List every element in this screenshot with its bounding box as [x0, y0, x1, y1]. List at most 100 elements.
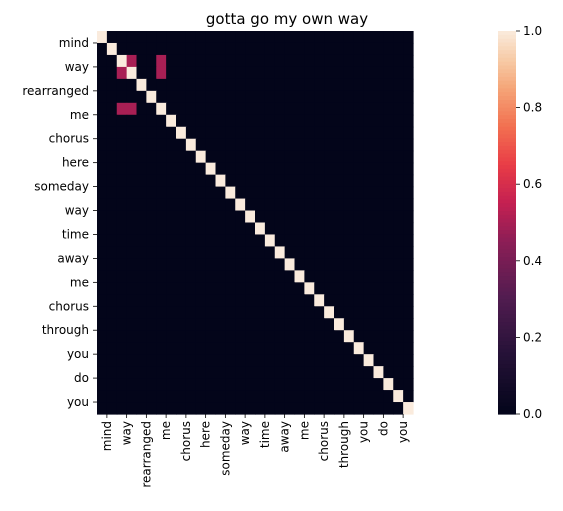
heatmap-cell: [324, 294, 335, 307]
heatmap-cell: [264, 102, 276, 116]
heatmap-cell: [185, 90, 197, 104]
heatmap-cell: [324, 198, 335, 212]
heatmap-cell: [334, 282, 345, 295]
heatmap-cell: [195, 150, 207, 164]
heatmap-cell: [97, 270, 108, 283]
heatmap-cell: [225, 114, 236, 128]
colorbar-segment: [498, 184, 516, 189]
heatmap-cell: [176, 126, 187, 140]
heatmap-cell: [166, 318, 177, 331]
heatmap-cell: [255, 258, 266, 271]
heatmap-cell: [314, 282, 325, 295]
heatmap-cell: [373, 102, 384, 116]
heatmap-cell: [383, 294, 394, 307]
heatmap-cell: [373, 174, 384, 188]
heatmap-cell: [215, 138, 226, 152]
heatmap-cell: [116, 258, 128, 271]
heatmap-cell: [225, 222, 236, 236]
heatmap-cell: [136, 390, 147, 403]
heatmap-cell: [383, 306, 394, 319]
y-tick-label: through: [42, 323, 89, 337]
heatmap-cell: [225, 138, 236, 152]
heatmap-cell: [106, 102, 118, 116]
heatmap-cell: [373, 186, 384, 200]
heatmap-cell: [195, 378, 207, 391]
heatmap-cell: [225, 378, 236, 391]
heatmap-cell: [205, 318, 217, 331]
y-tick-label: you: [67, 395, 89, 409]
heatmap-cell: [136, 138, 147, 152]
heatmap-cell: [205, 402, 217, 415]
heatmap-cell: [324, 102, 335, 116]
heatmap-cell: [166, 378, 177, 391]
colorbar-segment: [498, 111, 516, 116]
heatmap-cell: [294, 246, 305, 260]
heatmap-cell: [304, 90, 315, 104]
heatmap-cell: [314, 330, 325, 343]
heatmap-cell: [205, 42, 217, 56]
x-tick-label: away: [278, 421, 292, 453]
heatmap-cell: [195, 294, 207, 307]
heatmap-cell: [294, 174, 305, 188]
heatmap-cell: [403, 306, 414, 319]
heatmap-cell: [205, 138, 217, 152]
heatmap-cell: [116, 354, 128, 367]
heatmap-cell: [136, 126, 147, 140]
heatmap-cell: [225, 318, 236, 331]
heatmap-cell: [314, 342, 325, 355]
heatmap-cell: [245, 258, 256, 271]
heatmap-cell: [235, 366, 246, 379]
heatmap-cell: [284, 78, 296, 92]
heatmap-cell: [176, 198, 187, 212]
heatmap-cell: [136, 66, 147, 80]
colorbar-segment: [498, 195, 516, 201]
heatmap-cell: [245, 330, 256, 343]
heatmap-cell: [156, 222, 167, 236]
heatmap-cell: [304, 222, 315, 236]
heatmap-cell: [195, 366, 207, 379]
heatmap-cell: [225, 366, 236, 379]
heatmap-cell: [225, 294, 236, 307]
heatmap-cell: [166, 234, 177, 248]
heatmap-cell: [245, 390, 256, 403]
heatmap-cell: [274, 318, 286, 331]
heatmap-cell: [294, 258, 305, 271]
heatmap-cell: [343, 114, 355, 128]
heatmap-cell: [176, 234, 187, 248]
heatmap-cell: [393, 174, 404, 188]
heatmap-cell: [284, 270, 296, 283]
heatmap-cell: [373, 234, 384, 248]
heatmap-cell: [373, 78, 384, 92]
heatmap-cell: [235, 354, 246, 367]
heatmap-cell: [324, 90, 335, 104]
heatmap-cell: [235, 234, 246, 248]
heatmap-cell: [383, 330, 394, 343]
heatmap-cell: [304, 102, 315, 116]
heatmap-cell: [353, 294, 365, 307]
heatmap-cell: [205, 258, 217, 271]
heatmap-cell: [156, 282, 167, 295]
x-tick-label: time: [258, 421, 272, 448]
heatmap-cell: [314, 42, 325, 56]
heatmap-cell: [245, 78, 256, 92]
heatmap-cell: [353, 282, 365, 295]
heatmap-cell: [363, 90, 375, 104]
heatmap-cell: [284, 246, 296, 260]
heatmap-cell: [205, 174, 217, 188]
heatmap-cell: [235, 186, 246, 200]
heatmap-cell: [274, 42, 286, 56]
heatmap-cell: [373, 246, 384, 260]
colorbar-segment: [498, 165, 516, 170]
x-tick-label: someday: [218, 421, 232, 476]
heatmap-cell: [264, 222, 276, 236]
heatmap-cell: [126, 294, 138, 307]
heatmap-cell: [353, 402, 365, 415]
heatmap-cell: [274, 282, 286, 295]
heatmap-cell: [235, 90, 246, 104]
heatmap-cell: [274, 78, 286, 92]
heatmap-cell: [314, 210, 325, 224]
heatmap-cell: [215, 126, 226, 140]
heatmap-cell: [264, 282, 276, 295]
heatmap-cell: [106, 54, 118, 68]
y-tick-label: you: [67, 347, 89, 361]
